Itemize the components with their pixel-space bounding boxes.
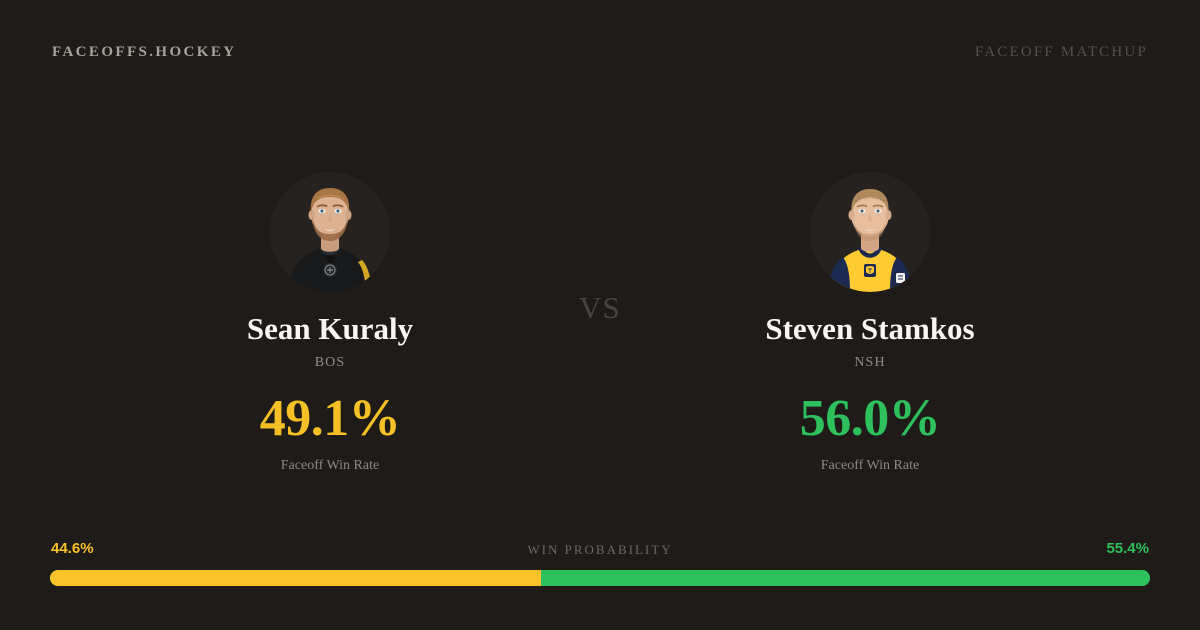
player-right-name: Steven Stamkos xyxy=(765,311,975,346)
win-probability-left-value: 44.6% xyxy=(51,540,94,557)
win-probability-section: 44.6% WIN PROBABILITY 55.4% xyxy=(50,540,1150,586)
player-right-faceoff-pct: 56.0% xyxy=(799,390,941,448)
avatar-right xyxy=(810,172,930,292)
header: FACEOFFS.HOCKEY FACEOFF MATCHUP xyxy=(52,38,1148,66)
avatar-left xyxy=(270,172,390,292)
win-probability-right-value: 55.4% xyxy=(1106,540,1149,557)
win-probability-bar xyxy=(50,570,1150,586)
win-probability-title: WIN PROBABILITY xyxy=(527,542,673,557)
site-brand: FACEOFFS.HOCKEY xyxy=(52,43,237,60)
player-right-team: NSH xyxy=(854,355,886,371)
vs-divider: VS xyxy=(579,290,621,325)
player-right: Steven Stamkos NSH 56.0% Faceoff Win Rat… xyxy=(660,150,1080,474)
matchup-section: Sean Kuraly BOS 49.1% Faceoff Win Rate V… xyxy=(0,150,1200,480)
player-right-faceoff-label: Faceoff Win Rate xyxy=(820,458,920,474)
player-left-faceoff-pct: 49.1% xyxy=(259,390,401,448)
player-left: Sean Kuraly BOS 49.1% Faceoff Win Rate xyxy=(120,150,540,474)
player-left-name: Sean Kuraly xyxy=(246,311,414,346)
win-probability-bar-left-fill xyxy=(50,570,541,586)
win-probability-bar-right-fill xyxy=(540,570,1150,586)
player-left-team: BOS xyxy=(314,355,346,371)
steven-stamkos-headshot-icon xyxy=(810,172,930,292)
header-tagline: FACEOFF MATCHUP xyxy=(974,43,1148,60)
sean-kuraly-headshot-icon xyxy=(270,172,390,292)
player-left-faceoff-label: Faceoff Win Rate xyxy=(280,458,380,474)
win-probability-labels: 44.6% WIN PROBABILITY 55.4% xyxy=(50,540,1150,560)
